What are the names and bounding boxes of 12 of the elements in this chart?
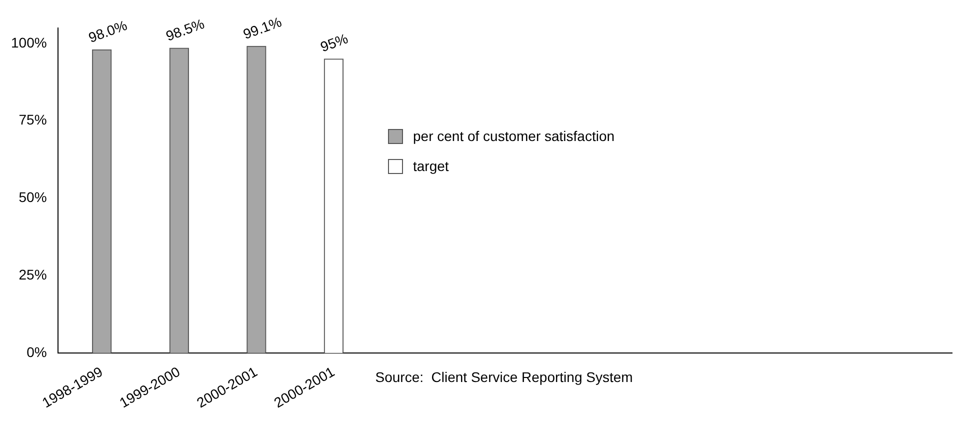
source-note: Source: Client Service Reporting System <box>375 368 633 385</box>
y-tick-label: 50% <box>18 189 47 206</box>
data-label: 99.1% <box>240 14 284 42</box>
y-tick-label: 75% <box>18 112 47 128</box>
legend-label: per cent of customer satisfaction <box>413 128 615 144</box>
data-label: 98.5% <box>164 15 206 44</box>
y-tick-label: 100% <box>10 34 47 50</box>
y-tick-label: 0% <box>26 344 47 360</box>
text: target <box>413 158 449 174</box>
data-label: 98.0% <box>86 16 130 46</box>
data-label: 95% <box>318 30 350 55</box>
y-tick-label: 25% <box>18 266 47 282</box>
